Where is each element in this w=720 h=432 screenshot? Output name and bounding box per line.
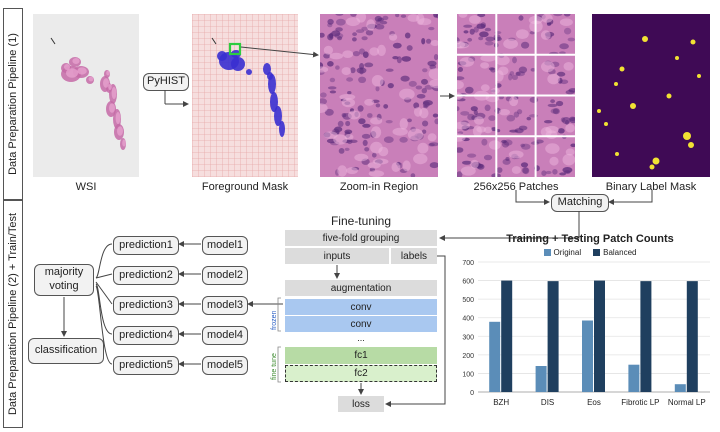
y-tick-label: 100: [462, 371, 474, 378]
conv1-box: conv: [285, 298, 437, 315]
prediction4-box: prediction4: [113, 326, 179, 345]
x-tick-label: Fibrotic LP: [621, 398, 659, 407]
model5-box: model5: [202, 356, 248, 375]
y-tick-label: 500: [462, 297, 474, 304]
patches-svg: [457, 14, 575, 177]
matching-box: Matching: [551, 194, 609, 212]
classification-box: classification: [28, 338, 104, 364]
bar-original-2: [582, 320, 593, 392]
frozen-label: frozen: [271, 310, 278, 330]
legend-item-balanced: Balanced: [593, 248, 636, 257]
legend-item-original: Original: [543, 248, 582, 257]
bar-original-4: [674, 384, 686, 392]
binary-mask-svg: [592, 14, 710, 177]
patch-count-chart: 0 100 200 300 400 500 600 700 BZH DIS Eos Fibrotic …: [462, 260, 710, 407]
y-tick-label: 0: [470, 390, 474, 397]
pipeline1-side-text: Data Preparation Pipeline (1): [7, 33, 20, 175]
model3-box: model3: [202, 296, 248, 315]
majority-voting-box: majority voting: [34, 264, 94, 296]
loss-box: loss: [338, 396, 384, 412]
bar-original-3: [628, 364, 640, 392]
legend-swatch-original: [543, 249, 551, 256]
wsi-tissue-svg: [33, 14, 139, 177]
y-tick-label: 200: [462, 353, 474, 360]
y-tick-label: 600: [462, 279, 474, 286]
prediction5-box: prediction5: [113, 356, 179, 375]
five-fold-grouping-box: five-fold grouping: [285, 230, 437, 246]
foreground-mask-caption: Foreground Mask: [201, 181, 289, 193]
bar-balanced-3: [640, 281, 652, 392]
model2-box: model2: [202, 266, 248, 285]
bar-balanced-1: [547, 281, 559, 392]
prediction1-box: prediction1: [113, 236, 179, 255]
bar-original-1: [535, 366, 547, 392]
model4-box: model4: [202, 326, 248, 345]
finetune-label: fine tune: [271, 353, 278, 380]
layers-ellipsis: ...: [357, 333, 365, 343]
wsi-image: [33, 14, 139, 177]
foreground-mask-image: [192, 14, 298, 177]
x-tick-label: BZH: [493, 398, 509, 407]
pipeline1-side-label: Data Preparation Pipeline (1): [3, 8, 23, 200]
zoom-in-image: [320, 14, 438, 177]
bar-balanced-4: [686, 281, 698, 392]
foreground-mask-svg: [192, 14, 298, 177]
fc1-box: fc1: [285, 347, 437, 364]
finetune-title: Fine-tuning: [330, 214, 392, 228]
y-tick-label: 400: [462, 316, 474, 323]
wsi-caption: WSI: [75, 181, 97, 193]
conv2-box: conv: [285, 315, 437, 332]
zoom-in-svg: [320, 14, 438, 177]
fc2-box: fc2: [285, 365, 437, 382]
prediction2-box: prediction2: [113, 266, 179, 285]
chart-legend: Original Balanced: [470, 248, 710, 257]
bar-original-0: [489, 321, 501, 392]
labels-box: labels: [391, 248, 437, 264]
x-tick-label: DIS: [541, 398, 554, 407]
pipeline2-side-label: Data Preparation Pipeline (2) + Train/Te…: [3, 200, 23, 428]
legend-label-balanced: Balanced: [603, 248, 637, 257]
legend-swatch-balanced: [593, 249, 601, 256]
x-tick-label: Normal LP: [668, 398, 706, 407]
bar-balanced-0: [501, 280, 513, 392]
zoom-in-caption: Zoom-in Region: [339, 181, 419, 193]
binary-label-mask-image: [592, 14, 710, 177]
inputs-box: inputs: [285, 248, 389, 264]
patches-caption: 256x256 Patches: [473, 181, 559, 193]
pipeline2-side-text: Data Preparation Pipeline (2) + Train/Te…: [7, 212, 20, 416]
y-tick-label: 300: [462, 334, 474, 341]
patches-image: [457, 14, 575, 177]
prediction3-box: prediction3: [113, 296, 179, 315]
legend-label-original: Original: [553, 248, 582, 257]
augmentation-box: augmentation: [285, 280, 437, 296]
y-tick-label: 700: [462, 260, 474, 267]
model1-box: model1: [202, 236, 248, 255]
x-tick-label: Eos: [587, 398, 601, 407]
chart-title: Training + Testing Patch Counts: [506, 233, 674, 245]
binary-mask-caption: Binary Label Mask: [605, 181, 697, 193]
pyhist-box: PyHIST: [143, 73, 189, 91]
bar-balanced-2: [594, 280, 605, 392]
